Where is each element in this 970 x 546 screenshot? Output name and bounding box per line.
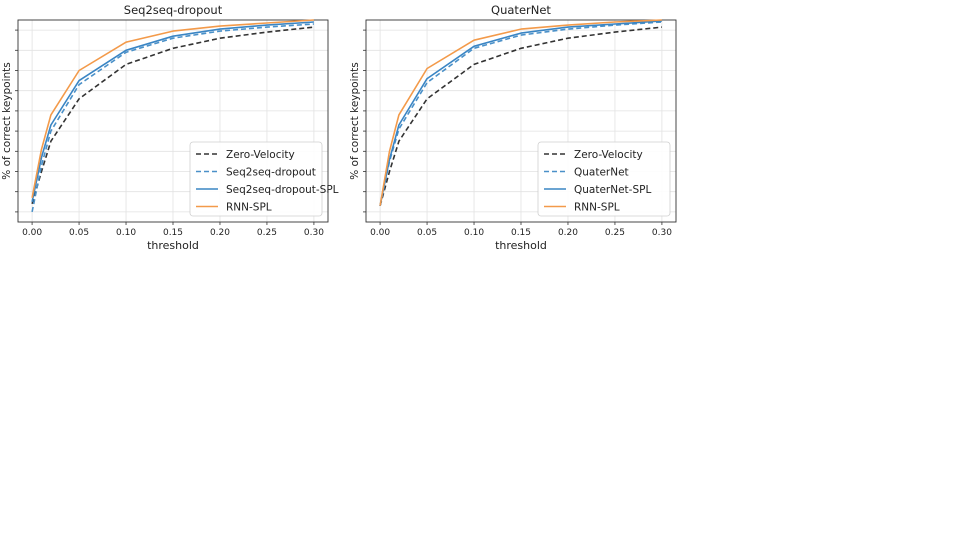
series-line-2 <box>31 23 314 213</box>
legend-label: QuaterNet-SPL <box>574 184 651 196</box>
legend: Zero-Velocity Seq2seq-dropout Seq2seq-drop… <box>189 141 339 217</box>
chart-panel-1: 0.00 0.05 0.10 0.15 0.20 0.25 0.30 Seq2seq-drop… <box>1 3 339 252</box>
x-tick-label: 0.25 <box>605 228 625 238</box>
x-tick-label: 0.00 <box>370 228 390 238</box>
legend-box <box>189 141 323 217</box>
x-tick-label: 0.20 <box>210 228 230 238</box>
legend: Zero-Velocity QuaterNet QuaterNet-SPL RNN-S… <box>537 141 671 217</box>
legend-label: Seq2seq-dropout <box>226 167 316 179</box>
series-line-3 <box>31 21 314 202</box>
x-tick-label: 0.15 <box>511 228 531 238</box>
x-tick-label: 0.10 <box>464 228 484 238</box>
x-axis-label: threshold <box>147 239 199 252</box>
x-tick-label: 0.25 <box>257 228 277 238</box>
series-line-1 <box>31 26 314 205</box>
legend-label: Zero-Velocity <box>226 149 295 161</box>
series-line-3 <box>379 20 662 206</box>
plot-frame <box>17 19 329 223</box>
plot-frame <box>365 19 677 223</box>
x-tick-label: 0.00 <box>22 228 42 238</box>
x-tick-label: 0.10 <box>116 228 136 238</box>
legend-box <box>537 141 671 217</box>
series-line-4 <box>379 19 662 206</box>
legend-label: Zero-Velocity <box>574 149 643 161</box>
legend-label: QuaterNet <box>574 167 629 179</box>
legend-label: RNN-SPL <box>574 202 620 214</box>
legend-label: Seq2seq-dropout-SPL <box>226 184 339 196</box>
chart-title: Seq2seq-dropout <box>124 3 223 17</box>
x-tick-label: 0.30 <box>304 228 324 238</box>
x-axis-label: threshold <box>495 239 547 252</box>
legend-label: RNN-SPL <box>226 202 272 214</box>
x-tick-label: 0.20 <box>558 228 578 238</box>
chart-title: QuaterNet <box>491 3 551 17</box>
series-line-4 <box>31 19 314 198</box>
y-axis-label: % of correct keypoints <box>349 62 361 180</box>
x-tick-label: 0.05 <box>417 228 437 238</box>
chart-panel-2: 0.00 0.05 0.10 0.15 0.20 0.25 0.30 QuaterNet thr… <box>349 3 677 252</box>
y-axis-label: % of correct keypoints <box>1 62 13 180</box>
x-tick-label: 0.05 <box>69 228 89 238</box>
x-tick-label: 0.30 <box>652 228 672 238</box>
series-line-1 <box>379 26 662 207</box>
x-tick-label: 0.15 <box>163 228 183 238</box>
